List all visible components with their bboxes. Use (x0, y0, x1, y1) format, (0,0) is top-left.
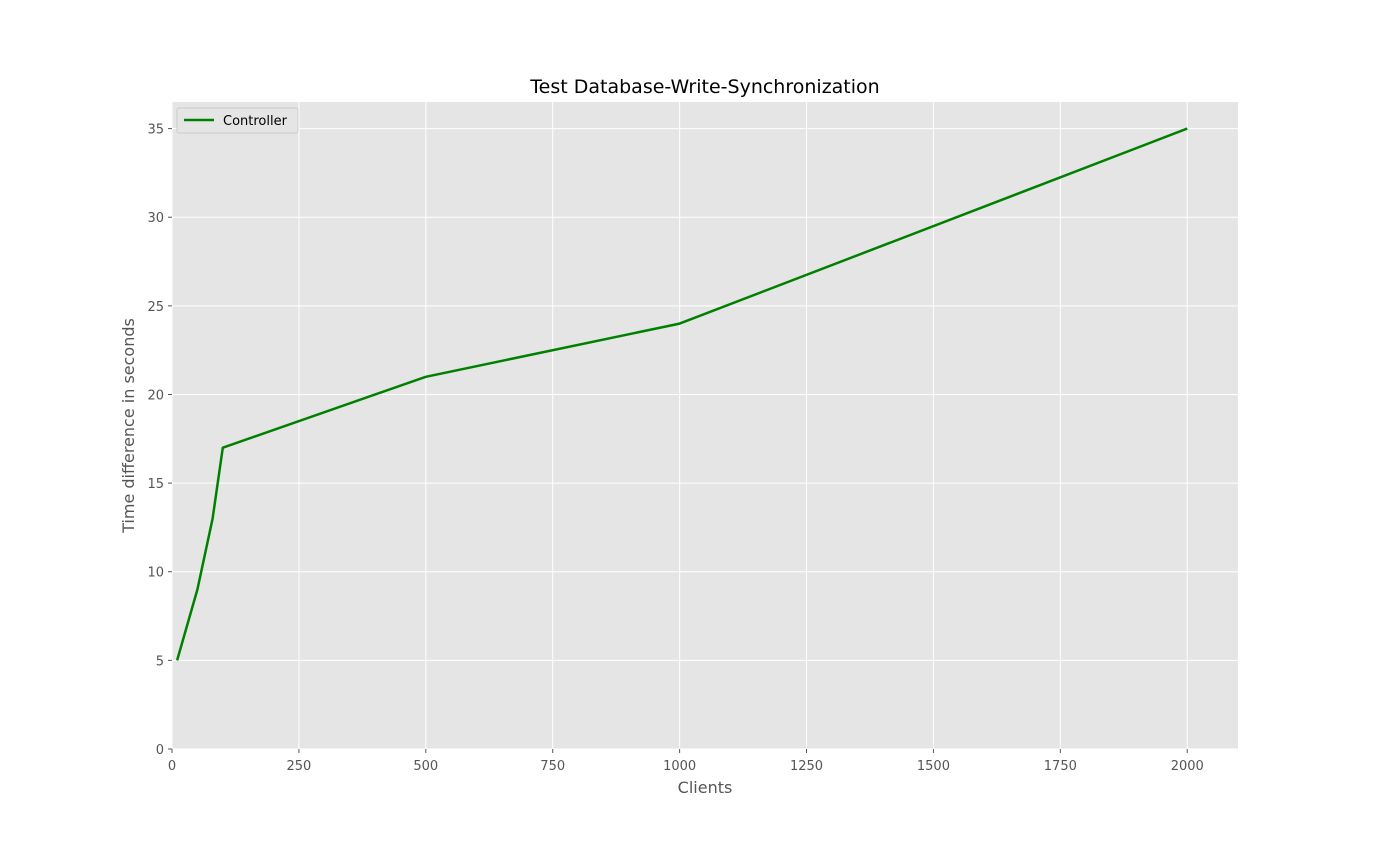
y-axis-label: Time difference in seconds (119, 318, 138, 534)
y-tick-label: 35 (147, 123, 164, 138)
y-tick-label: 25 (147, 300, 164, 315)
legend: Controller (176, 107, 299, 134)
axis-ticks: 0 250 500 750 1000 1250 1500 1750 2000 0 5 10 15 20 25… (147, 123, 1203, 774)
y-tick-label: 0 (156, 743, 164, 758)
chart-title: Test Database-Write-Synchronization (529, 76, 879, 98)
x-tick-label: 1250 (790, 759, 823, 774)
gridlines (171, 102, 1238, 750)
x-tick-label: 750 (540, 759, 565, 774)
x-tick-label: 0 (168, 759, 176, 774)
x-tick-label: 1000 (663, 759, 696, 774)
x-tick-label: 250 (286, 759, 311, 774)
plot-area (172, 102, 1238, 749)
x-tick-label: 2000 (1171, 759, 1204, 774)
y-tick-label: 30 (147, 211, 164, 226)
legend-box (176, 107, 299, 134)
y-tick-label: 10 (147, 566, 164, 581)
x-axis-label: Clients (678, 778, 733, 797)
x-tick-label: 500 (413, 759, 438, 774)
y-tick-label: 15 (147, 477, 164, 492)
x-tick-label: 1750 (1044, 759, 1077, 774)
y-tick-label: 5 (156, 654, 164, 669)
series-group (175, 127, 1188, 661)
y-tick-label: 20 (147, 388, 164, 403)
x-tick-label: 1500 (917, 759, 950, 774)
legend-entry-controller: Controller (223, 114, 288, 129)
